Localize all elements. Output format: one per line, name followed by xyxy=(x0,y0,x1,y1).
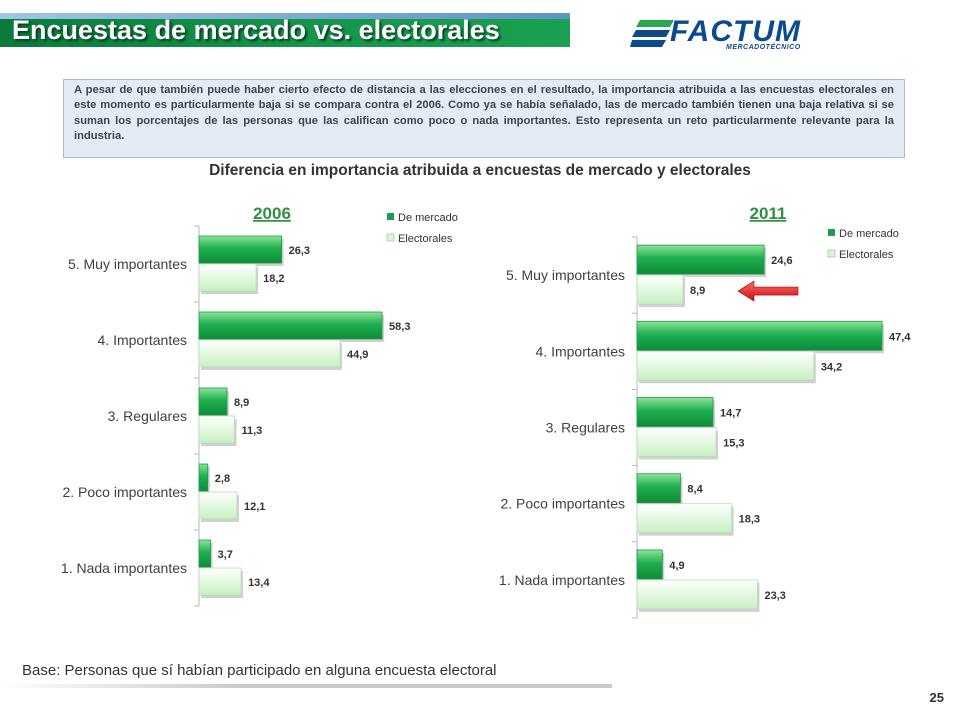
data-label: 24,6 xyxy=(771,255,792,267)
data-label: 2,8 xyxy=(215,473,230,485)
data-label: 26,3 xyxy=(289,245,310,257)
legend-swatch-electoral xyxy=(827,249,836,258)
bar-electoral-1 xyxy=(636,274,684,305)
legend-label: Electorales xyxy=(398,233,453,245)
legend-label: De mercado xyxy=(398,212,458,224)
bar-electoral-2 xyxy=(636,350,815,381)
chart-panel-2006: 2006 5. Muy importantes 26,3 18,2 4. Importa… xyxy=(61,204,458,607)
bar-market-3 xyxy=(198,387,228,416)
category-label: 2. Poco importantes xyxy=(500,496,625,512)
bar-market-1 xyxy=(636,244,765,275)
legend-swatch-electoral xyxy=(386,233,395,242)
data-label: 8,9 xyxy=(234,397,249,409)
page-number: 25 xyxy=(929,690,944,705)
data-label: 3,7 xyxy=(218,549,233,561)
logo-stripes-icon xyxy=(630,20,674,47)
logo-word: FACTUM xyxy=(670,15,801,48)
bar-electoral-4 xyxy=(198,491,238,520)
data-label: 15,3 xyxy=(723,438,744,450)
base-note: Base: Personas que sí habían participado… xyxy=(22,662,497,679)
bar-electoral-2 xyxy=(198,339,341,368)
bar-market-2 xyxy=(198,311,383,340)
title-bar: Encuestas de mercado vs. electorales xyxy=(0,13,570,47)
highlight-arrow-icon xyxy=(737,280,799,302)
data-label: 13,4 xyxy=(248,577,270,589)
bar-electoral-1 xyxy=(198,263,257,292)
category-label: 4. Importantes xyxy=(536,343,626,359)
bar-electoral-5 xyxy=(636,579,758,610)
data-label: 4,9 xyxy=(669,560,684,572)
logo-subtext: MERCADOTÉCNICO xyxy=(726,44,801,51)
category-label: 3. Regulares xyxy=(108,408,187,424)
bar-electoral-3 xyxy=(198,415,235,444)
bar-market-5 xyxy=(636,549,663,580)
category-label: 4. Importantes xyxy=(98,332,188,348)
data-label: 18,3 xyxy=(739,514,760,526)
bar-market-5 xyxy=(198,539,212,568)
category-label: 2. Poco importantes xyxy=(62,484,187,500)
data-label: 47,4 xyxy=(889,331,911,343)
category-label: 1. Nada importantes xyxy=(61,560,187,576)
footer-divider xyxy=(0,684,612,688)
data-label: 18,2 xyxy=(263,273,284,285)
legend-label: Electorales xyxy=(839,249,894,261)
bar-market-4 xyxy=(198,463,209,492)
legend-label: De mercado xyxy=(839,228,899,240)
panel-title: 2006 xyxy=(253,204,291,223)
category-label: 5. Muy importantes xyxy=(506,267,625,283)
bar-market-1 xyxy=(198,235,282,264)
bar-market-3 xyxy=(636,397,714,427)
category-label: 3. Regulares xyxy=(546,420,625,436)
bar-market-2 xyxy=(636,320,883,351)
data-label: 11,3 xyxy=(241,425,262,437)
bar-market-4 xyxy=(636,473,681,504)
legend-swatch-market xyxy=(387,213,394,220)
bar-electoral-3 xyxy=(636,427,717,457)
category-label: 5. Muy importantes xyxy=(68,256,187,272)
chart-panel-2011: 2011 5. Muy importantes 24,6 8,9 4. Importan… xyxy=(499,204,911,619)
bar-electoral-4 xyxy=(636,503,733,534)
data-label: 12,1 xyxy=(244,501,265,513)
data-label: 23,3 xyxy=(764,590,785,602)
bar-electoral-5 xyxy=(198,567,242,596)
summary-note: A pesar de que también puede haber ciert… xyxy=(63,79,905,158)
factum-logo: FACTUM MERCADOTÉCNICO xyxy=(630,15,830,54)
data-label: 8,4 xyxy=(687,484,703,496)
category-label: 1. Nada importantes xyxy=(499,572,625,588)
data-label: 58,3 xyxy=(389,321,410,333)
data-label: 8,9 xyxy=(690,285,705,297)
panel-title: 2011 xyxy=(750,204,787,223)
page-title: Encuestas de mercado vs. electorales xyxy=(12,15,500,45)
data-label: 34,2 xyxy=(821,361,842,373)
data-label: 44,9 xyxy=(347,349,368,361)
legend-swatch-market xyxy=(828,229,835,236)
data-label: 14,7 xyxy=(720,408,741,420)
chart-title: Diferencia en importancia atribuida a en… xyxy=(209,162,751,179)
